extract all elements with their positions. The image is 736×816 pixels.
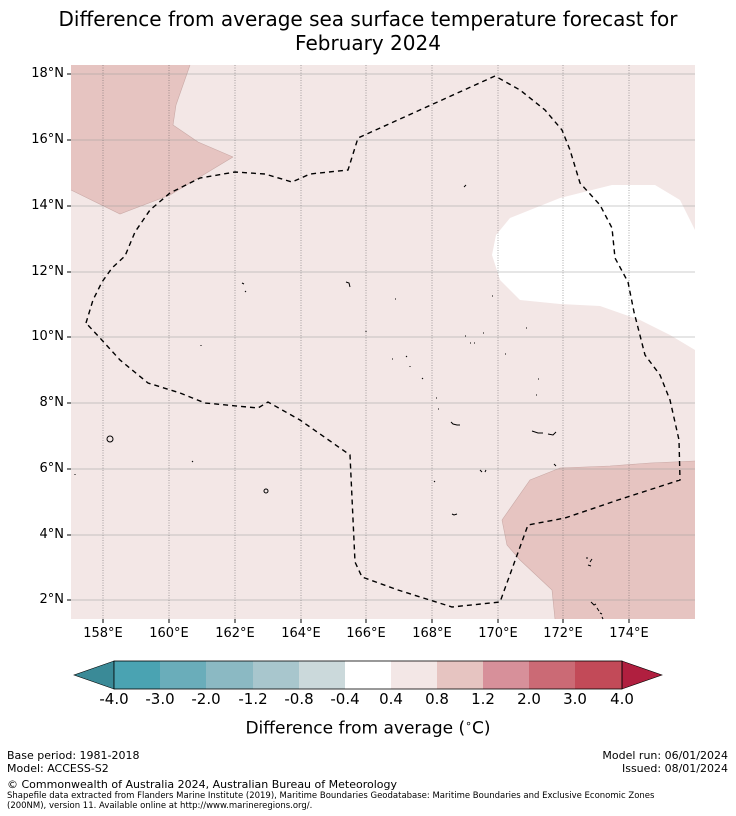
contour-line	[70, 64, 234, 215]
colorbar-tick-label: 0.4	[379, 690, 403, 708]
shapefile-credit-2: (200NM), version 11. Available online at…	[7, 801, 313, 811]
title-line-1: Difference from average sea surface temp…	[58, 7, 678, 31]
lon-label: 166°E	[346, 626, 386, 641]
colorbar-segment	[206, 661, 253, 689]
colorbar-tick-label: 0.8	[425, 690, 449, 708]
eez-boundary	[85, 75, 681, 608]
gridlines-lat	[71, 73, 695, 601]
colorbar-tick-label: -3.0	[145, 690, 175, 708]
colorbar-tick-label: -2.0	[191, 690, 221, 708]
colorbar-segment	[437, 661, 483, 689]
colorbar-tick-label: 4.0	[610, 690, 634, 708]
lat-label: 6°N	[39, 461, 65, 476]
colorbar-tick-label: -1.2	[238, 690, 268, 708]
copyright: © Commonwealth of Australia 2024, Austra…	[7, 778, 397, 791]
colorbar-extend-high	[621, 660, 663, 690]
lon-label: 170°E	[478, 626, 518, 641]
islands	[74, 184, 604, 620]
base-period: Base period: 1981-2018	[7, 749, 140, 762]
axis-ticks	[67, 73, 630, 623]
colorbar-segment	[299, 661, 345, 689]
colorbar-tick-label: -0.4	[330, 690, 360, 708]
neutral-region-east	[492, 185, 695, 350]
colorbar-title: Difference from average (∘C)	[245, 717, 491, 739]
colorbar-segment	[253, 661, 299, 689]
shapefile-credit-1: Shapefile data extracted from Flanders M…	[7, 791, 655, 801]
lat-label: 10°N	[31, 329, 64, 344]
lon-label: 164°E	[281, 626, 321, 641]
colorbar-tick-label: 1.2	[471, 690, 495, 708]
model-run: Model run: 06/01/2024	[602, 749, 728, 762]
lat-label: 8°N	[39, 395, 65, 410]
lon-label: 160°E	[149, 626, 189, 641]
title-line-2: February 2024	[295, 31, 441, 55]
colorbar-segment	[345, 661, 391, 689]
issued-date: Issued: 08/01/2024	[621, 762, 728, 775]
colorbar-segment	[575, 661, 622, 689]
lon-label: 168°E	[412, 626, 452, 641]
lat-label: 2°N	[39, 592, 65, 607]
colorbar-segment	[391, 661, 437, 689]
colorbar-extend-low	[73, 660, 115, 690]
lon-label: 172°E	[543, 626, 583, 641]
lat-label: 16°N	[31, 132, 64, 147]
colorbar-title-text: Difference from average (	[245, 718, 466, 739]
colorbar-segment	[160, 661, 206, 689]
contour-line	[501, 460, 696, 620]
colorbar	[73, 660, 663, 690]
colorbar-segment	[529, 661, 575, 689]
chart-title: Difference from average sea surface temp…	[0, 7, 736, 55]
colorbar-tick-label: -0.8	[284, 690, 314, 708]
colorbar-outline	[113, 660, 623, 690]
lat-label: 14°N	[31, 198, 64, 213]
warm-region-southeast	[502, 461, 695, 619]
colorbar-tick-label: -4.0	[99, 690, 129, 708]
colorbar-tick-label: 3.0	[563, 690, 587, 708]
colorbar-segment	[114, 661, 160, 689]
lat-label: 12°N	[31, 264, 64, 279]
colorbar-tick-label: 2.0	[517, 690, 541, 708]
warm-region-northwest	[71, 65, 233, 214]
lon-label: 174°E	[609, 626, 649, 641]
lon-label: 158°E	[83, 626, 123, 641]
colorbar-title-unit: C)	[472, 718, 491, 739]
colorbar-segment	[483, 661, 529, 689]
model-name: Model: ACCESS-S2	[7, 762, 109, 775]
lat-label: 4°N	[39, 527, 65, 542]
lat-label: 18°N	[31, 66, 64, 81]
lon-label: 162°E	[215, 626, 255, 641]
